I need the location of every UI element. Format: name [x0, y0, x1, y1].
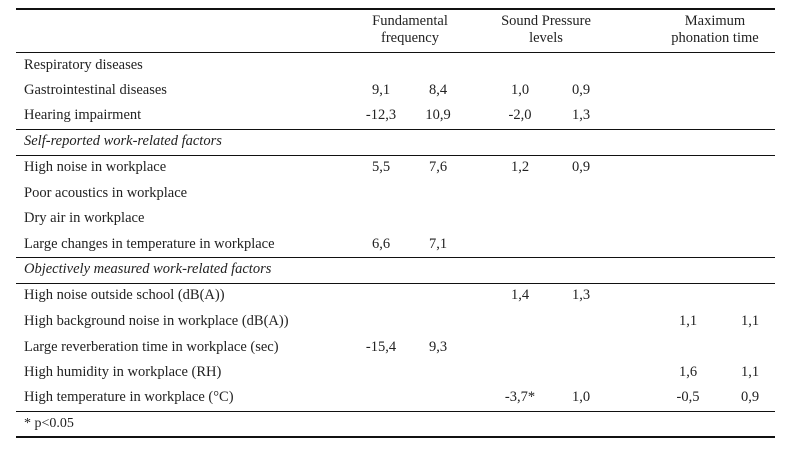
header-sound-pressure-levels: Sound Pressure levels: [501, 13, 591, 46]
row-label: High humidity in workplace (RH): [24, 364, 222, 380]
table-cell: 1,3: [571, 107, 591, 123]
row-label: Large reverberation time in workplace (s…: [24, 339, 279, 355]
section-heading: Objectively measured work-related factor…: [24, 261, 272, 277]
top-rule: [16, 8, 775, 10]
table-cell: 1,1: [740, 313, 760, 329]
table-cell: 1,2: [510, 159, 530, 175]
table-cell: 0,9: [571, 159, 591, 175]
table-cell: -12,3: [365, 107, 397, 123]
section-heading: Self-reported work-related factors: [24, 133, 222, 149]
table-cell: 1,0: [510, 82, 530, 98]
section-rule: [16, 283, 775, 284]
row-label: Respiratory diseases: [24, 57, 143, 73]
table-cell: 7,6: [428, 159, 448, 175]
table-cell: 8,4: [428, 82, 448, 98]
table-cell: 0,9: [571, 82, 591, 98]
footnote: * p<0.05: [24, 416, 74, 431]
row-label: High background noise in workplace (dB(A…: [24, 313, 289, 329]
header-maximum-phonation-time: Maximum phonation time: [671, 13, 759, 46]
table-cell: -2,0: [508, 107, 532, 123]
bottom-rule: [16, 436, 775, 438]
table-cell: 6,6: [371, 236, 391, 252]
section-rule: [16, 155, 775, 156]
row-label: Dry air in workplace: [24, 210, 145, 226]
row-label: Hearing impairment: [24, 107, 142, 123]
row-label: High temperature in workplace (°C): [24, 389, 234, 405]
table-cell: 5,5: [371, 159, 391, 175]
footnote-rule: [16, 411, 775, 412]
row-label: Poor acoustics in workplace: [24, 185, 188, 201]
table-cell: 7,1: [428, 236, 448, 252]
row-label: Large changes in temperature in workplac…: [24, 236, 275, 252]
table-cell: 1,1: [740, 364, 760, 380]
table-cell: 1,1: [678, 313, 698, 329]
row-label: Gastrointestinal diseases: [24, 82, 167, 98]
table-cell: 9,3: [428, 339, 448, 355]
section-rule: [16, 129, 775, 130]
section-rule: [16, 257, 775, 258]
table-cell: 10,9: [425, 107, 451, 123]
table-cell: -3,7*: [504, 389, 536, 405]
table-cell: 1,6: [678, 364, 698, 380]
header-rule: [16, 52, 775, 53]
row-label: High noise outside school (dB(A)): [24, 287, 225, 303]
table-cell: 1,4: [510, 287, 530, 303]
table-cell: 0,9: [740, 389, 760, 405]
table-cell: 9,1: [371, 82, 391, 98]
table-cell: 1,0: [571, 389, 591, 405]
header-fundamental-frequency: Fundamental frequency: [372, 13, 448, 46]
row-label: High noise in workplace: [24, 159, 167, 175]
table-cell: 1,3: [571, 287, 591, 303]
table-cell: -15,4: [365, 339, 397, 355]
table-cell: -0,5: [676, 389, 700, 405]
